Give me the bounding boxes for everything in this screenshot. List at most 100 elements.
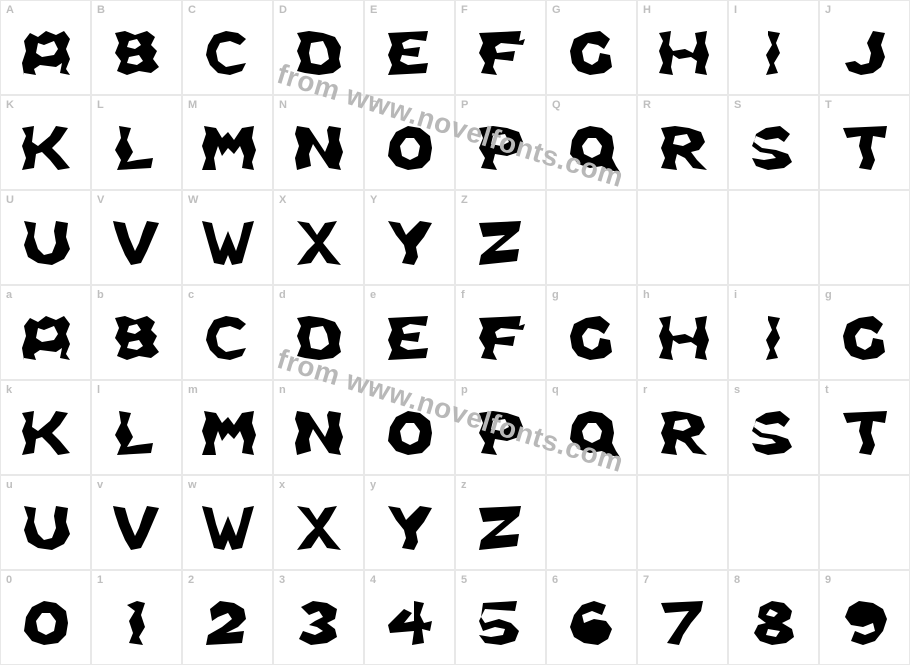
character-cell: b (91, 285, 182, 380)
cell-label: N (279, 99, 287, 111)
character-cell: D (273, 0, 364, 95)
glyph-9 (833, 593, 897, 653)
glyph-I (742, 308, 806, 368)
empty-cell (546, 190, 637, 285)
character-cell: i (728, 285, 819, 380)
empty-cell (637, 475, 728, 570)
glyph-F (469, 23, 533, 83)
glyph-W (196, 498, 260, 558)
cell-label: a (6, 289, 12, 301)
cell-label: d (279, 289, 286, 301)
cell-label: H (643, 4, 651, 16)
character-row: UVWXYZ (0, 190, 911, 285)
glyph-S (742, 118, 806, 178)
cell-label: Z (461, 194, 468, 206)
character-cell: L (91, 95, 182, 190)
character-cell: C (182, 0, 273, 95)
cell-label: 5 (461, 574, 467, 586)
character-row: abcdefghig (0, 285, 911, 380)
character-cell: x (273, 475, 364, 570)
glyph-P (469, 403, 533, 463)
glyph-N (287, 118, 351, 178)
glyph-A (14, 23, 78, 83)
character-cell: R (637, 95, 728, 190)
glyph-P (469, 118, 533, 178)
empty-cell (819, 190, 910, 285)
cell-label: 4 (370, 574, 376, 586)
cell-label: f (461, 289, 465, 301)
cell-label: F (461, 4, 468, 16)
glyph-C (196, 308, 260, 368)
glyph-7 (651, 593, 715, 653)
cell-label: U (6, 194, 14, 206)
glyph-O (378, 403, 442, 463)
character-cell: a (0, 285, 91, 380)
cell-label: q (552, 384, 559, 396)
character-row: 0123456789 (0, 570, 911, 665)
cell-label: 9 (825, 574, 831, 586)
character-row: KLMNOPQRST (0, 95, 911, 190)
glyph-O (378, 118, 442, 178)
glyph-Z (469, 498, 533, 558)
character-cell: K (0, 95, 91, 190)
glyph-N (287, 403, 351, 463)
cell-label: s (734, 384, 740, 396)
glyph-T (833, 118, 897, 178)
cell-label: k (6, 384, 12, 396)
cell-label: 6 (552, 574, 558, 586)
cell-label: X (279, 194, 286, 206)
font-character-map: ABCDEFGHIJKLMNOPQRSTUVWXYZabcdefghigklmn… (0, 0, 911, 665)
character-cell: h (637, 285, 728, 380)
glyph-V (105, 213, 169, 273)
glyph-H (651, 308, 715, 368)
character-cell: s (728, 380, 819, 475)
character-cell: z (455, 475, 546, 570)
character-cell: 2 (182, 570, 273, 665)
glyph-L (105, 118, 169, 178)
glyph-E (378, 308, 442, 368)
glyph-L (105, 403, 169, 463)
cell-label: C (188, 4, 196, 16)
character-cell: S (728, 95, 819, 190)
glyph-S (742, 403, 806, 463)
character-cell: M (182, 95, 273, 190)
empty-cell (728, 190, 819, 285)
character-cell: 7 (637, 570, 728, 665)
character-cell: 0 (0, 570, 91, 665)
character-cell: n (273, 380, 364, 475)
glyph-C (196, 23, 260, 83)
character-cell: y (364, 475, 455, 570)
glyph-D (287, 308, 351, 368)
cell-label: c (188, 289, 194, 301)
cell-label: x (279, 479, 285, 491)
character-cell: 6 (546, 570, 637, 665)
glyph-G (560, 308, 624, 368)
cell-label: 1 (97, 574, 103, 586)
glyph-U (14, 498, 78, 558)
cell-label: g (825, 289, 832, 301)
glyph-3 (287, 593, 351, 653)
cell-label: b (97, 289, 104, 301)
character-cell: P (455, 95, 546, 190)
character-cell: 5 (455, 570, 546, 665)
cell-label: 3 (279, 574, 285, 586)
character-cell: V (91, 190, 182, 285)
glyph-D (287, 23, 351, 83)
glyph-M (196, 118, 260, 178)
character-cell: d (273, 285, 364, 380)
character-cell: Q (546, 95, 637, 190)
glyph-X (287, 213, 351, 273)
character-cell: A (0, 0, 91, 95)
cell-label: 8 (734, 574, 740, 586)
character-row: uvwxyz (0, 475, 911, 570)
character-cell: B (91, 0, 182, 95)
glyph-F (469, 308, 533, 368)
cell-label: M (188, 99, 197, 111)
cell-label: i (734, 289, 737, 301)
glyph-W (196, 213, 260, 273)
character-cell: 8 (728, 570, 819, 665)
glyph-5 (469, 593, 533, 653)
character-row: ABCDEFGHIJ (0, 0, 911, 95)
glyph-B (105, 308, 169, 368)
glyph-J (833, 23, 897, 83)
